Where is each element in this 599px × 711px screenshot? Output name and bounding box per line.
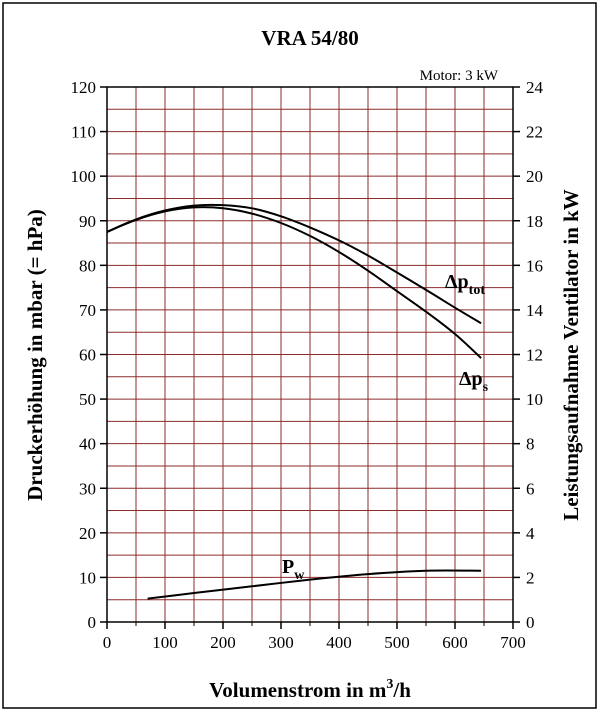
grid (107, 87, 513, 622)
y-right-tick-label: 12 (526, 346, 543, 365)
y-right-tick-label: 6 (526, 479, 535, 498)
y-left-tick-label: 10 (79, 568, 96, 587)
y-left-tick-label: 80 (79, 256, 96, 275)
x-tick-label: 700 (500, 633, 526, 652)
x-tick-label: 200 (210, 633, 236, 652)
y-right-tick-label: 14 (526, 301, 544, 320)
series (106, 203, 482, 600)
y-right-tick-label: 4 (526, 524, 535, 543)
y-left-tick-label: 90 (79, 212, 96, 231)
series-label-dp-s: Δps (459, 368, 489, 395)
y-left-tick-label: 20 (79, 524, 96, 543)
x-tick-label: 600 (442, 633, 468, 652)
y-left-tick-label: 100 (71, 167, 97, 186)
series-label-dp-tot: Δptot (445, 271, 485, 298)
y-left-tick-label: 0 (88, 613, 97, 632)
series-label-pw-sub: w (294, 568, 305, 583)
y-right-tick-label: 24 (526, 78, 544, 97)
y-left-tick-label: 60 (79, 346, 96, 365)
series-label-dp-tot-sub: tot (469, 283, 486, 298)
y-right-tick-label: 18 (526, 212, 543, 231)
y-right-tick-label: 10 (526, 390, 543, 409)
y-left-tick-label: 40 (79, 435, 96, 454)
series-label-pw: Pw (282, 556, 305, 583)
y-left-tick-label: 70 (79, 301, 96, 320)
series-label-dp-tot-main: Δp (445, 271, 469, 293)
y-right-tick-label: 22 (526, 123, 543, 142)
y-right-tick-label: 2 (526, 568, 535, 587)
y-axis-left-title: Druckerhöhung in mbar (= hPa) (23, 209, 47, 501)
y-left-tick-label: 30 (79, 479, 96, 498)
series-label-dp-s-sub: s (483, 380, 489, 395)
x-tick-label: 0 (103, 633, 112, 652)
y-left-tick-label: 120 (71, 78, 97, 97)
y-left-tick-label: 110 (71, 123, 96, 142)
chart-title: VRA 54/80 (261, 26, 358, 50)
ticks: 0 100 200 300 400 500 600 700010203040506070809… (71, 78, 544, 652)
y-right-tick-label: 0 (526, 613, 535, 632)
x-axis-title-suffix: /h (392, 678, 411, 702)
y-axis-right-title: Leistungsaufnahme Ventilator in kW (559, 189, 583, 521)
x-tick-label: 300 (268, 633, 294, 652)
x-tick-label: 400 (326, 633, 352, 652)
series-label-pw-main: P (282, 556, 294, 578)
y-right-tick-label: 8 (526, 435, 535, 454)
series-label-dp-s-main: Δp (459, 368, 483, 390)
x-axis-title-sup: 3 (386, 677, 393, 692)
series-dp-s-line (106, 206, 482, 359)
motor-annotation: Motor: 3 kW (420, 68, 499, 84)
y-right-tick-label: 16 (526, 256, 543, 275)
x-tick-label: 100 (152, 633, 178, 652)
y-left-tick-label: 50 (79, 390, 96, 409)
x-axis-title-main: Volumenstrom in m (209, 678, 387, 702)
x-tick-label: 500 (384, 633, 410, 652)
series-pw-line (147, 569, 482, 600)
x-axis-title: Volumenstrom in m3/h (209, 677, 411, 702)
y-right-tick-label: 20 (526, 167, 543, 186)
